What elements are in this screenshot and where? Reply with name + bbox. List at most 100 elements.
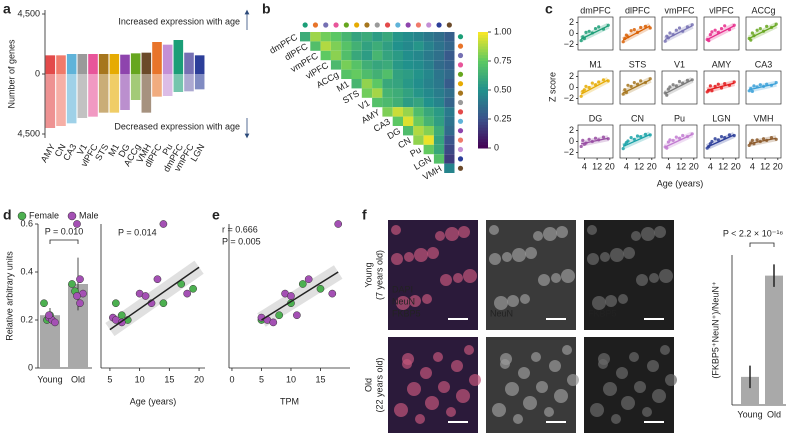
micrograph [584, 337, 674, 433]
heat-cell [423, 107, 434, 117]
x-tick-label: Old [767, 409, 781, 419]
subplot-title: CN [631, 113, 644, 123]
row-label: M1 [335, 79, 351, 94]
heat-cell [413, 135, 424, 145]
heat-cell [433, 144, 445, 155]
point [621, 147, 625, 151]
point [621, 40, 625, 44]
point [579, 94, 583, 98]
heat-cell [320, 41, 331, 51]
cell [544, 407, 554, 417]
cell [636, 274, 648, 286]
bar [141, 52, 152, 74]
point [674, 28, 678, 32]
point [671, 83, 675, 87]
region-symbol [457, 90, 464, 96]
micrograph [388, 220, 478, 330]
point [747, 143, 751, 147]
heat-cell [310, 41, 321, 51]
point [316, 284, 325, 293]
heat-cell [444, 163, 455, 173]
x-tick-label: Pu [160, 142, 174, 157]
point [76, 299, 84, 308]
colorbar-label: 1.00 [494, 26, 512, 36]
bar [56, 55, 66, 74]
bar [77, 74, 88, 118]
trend-line [622, 79, 651, 94]
cell [427, 247, 439, 259]
point [758, 83, 762, 87]
region-symbol [457, 81, 464, 87]
region-symbol [457, 71, 464, 77]
heat-cell [444, 79, 455, 89]
point [153, 275, 162, 284]
subplot-frame [661, 16, 698, 51]
point [587, 137, 591, 141]
heat-cell [392, 79, 403, 89]
scale-bar [644, 318, 664, 320]
colorbar-segment [478, 69, 488, 74]
cell [422, 294, 432, 304]
cell [605, 295, 617, 307]
point [723, 24, 727, 28]
y-axis-label: Relative arbitrary units [4, 251, 14, 341]
point [51, 318, 59, 327]
heat-cell [413, 107, 424, 117]
subplot-frame [661, 70, 698, 105]
heat-cell [372, 79, 383, 89]
heat-cell [433, 60, 445, 70]
point [590, 81, 594, 85]
cell [394, 403, 408, 417]
point [758, 26, 762, 31]
cell [500, 353, 512, 365]
point [298, 280, 307, 288]
colorbar-segment [478, 81, 488, 85]
colorbar-segment [478, 133, 488, 137]
channel-label: FKBP5 [392, 308, 421, 318]
point [626, 83, 630, 87]
bar [141, 74, 152, 113]
heat-cell [330, 60, 342, 70]
y-tick-label: 0 [35, 68, 40, 78]
x-tick-label: 20 [605, 161, 615, 171]
x-tick-label: 10 [135, 374, 145, 384]
point [665, 93, 669, 97]
colorbar-segment [478, 58, 488, 62]
x-tick-label: 5 [107, 374, 112, 384]
cell [525, 247, 537, 259]
heat-cell [351, 60, 362, 70]
heat-cell [433, 69, 445, 79]
region-symbol [457, 52, 464, 59]
row-label: (22 years old) [374, 357, 384, 412]
bar [741, 376, 759, 405]
scale-bar [546, 421, 566, 423]
x-tick-label: 5 [259, 374, 264, 384]
cell [649, 273, 659, 283]
subplot-frame [745, 16, 782, 51]
region-symbol [457, 156, 464, 162]
x-tick-label: 20 [647, 161, 657, 171]
point [750, 138, 754, 142]
heat-cell [372, 60, 383, 70]
colorbar-segment [478, 124, 488, 129]
cell [600, 252, 610, 262]
region-symbol [333, 22, 339, 28]
colorbar-segment [478, 107, 488, 111]
heat-cell [351, 50, 362, 61]
row-label: Pu [408, 145, 423, 159]
heat-cell [444, 69, 455, 79]
point [159, 299, 168, 308]
cell [438, 381, 450, 393]
bar [40, 315, 60, 368]
cell [660, 345, 670, 355]
colorbar-segment [478, 119, 488, 123]
region-symbol [457, 43, 464, 49]
point [581, 138, 585, 142]
cell [404, 252, 414, 262]
heat-cell [444, 41, 455, 51]
cell [562, 345, 572, 355]
heat-cell [351, 32, 362, 42]
x-tick-label: 12 [634, 161, 644, 171]
heat-cell [433, 154, 445, 164]
heat-cell [433, 116, 445, 126]
